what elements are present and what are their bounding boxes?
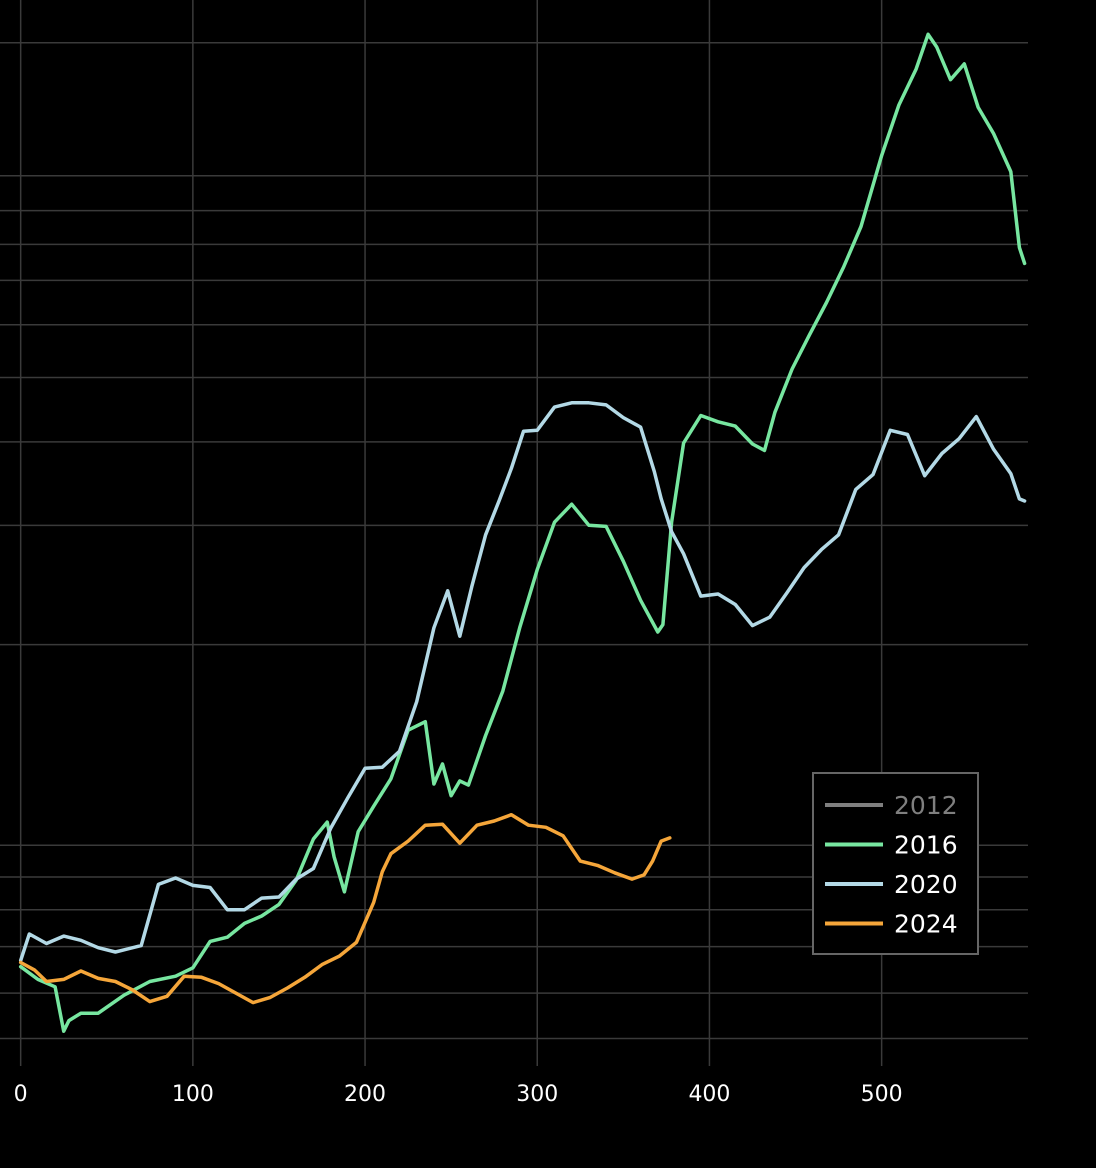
x-tick-label: 100 [172, 1082, 214, 1107]
series-line-2020 [18, 401, 1027, 963]
legend-label-2016[interactable]: 2016 [894, 831, 958, 860]
x-axis-ticks: 0 100 200 300 400 500 [14, 1082, 903, 1107]
legend-label-2020[interactable]: 2020 [894, 870, 958, 899]
x-tick-label: 300 [516, 1082, 558, 1107]
x-tick-label: 200 [344, 1082, 386, 1107]
series-line-2024 [18, 812, 672, 1005]
x-tick-label: 500 [861, 1082, 903, 1107]
x-tick-label: 400 [688, 1082, 730, 1107]
x-tick-label: 0 [14, 1082, 28, 1107]
legend: 2012 2016 2020 2024 [812, 772, 979, 955]
legend-label-2012[interactable]: 2012 [894, 791, 958, 820]
series-line-2016 [18, 32, 1027, 1033]
legend-label-2024[interactable]: 2024 [894, 910, 958, 939]
series-lines [18, 32, 1027, 1033]
